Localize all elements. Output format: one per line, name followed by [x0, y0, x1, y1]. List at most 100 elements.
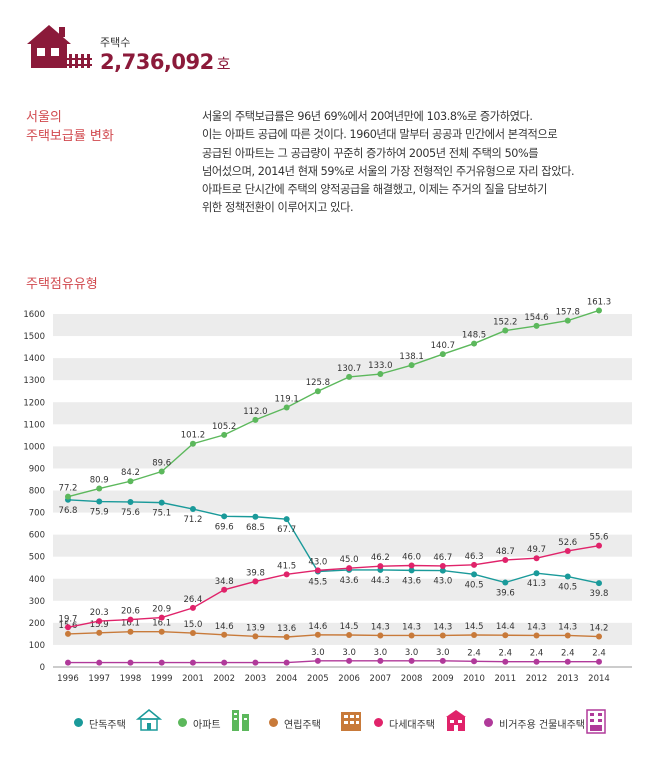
data-label: 39.8 [590, 589, 609, 599]
x-tick-label: 2012 [526, 674, 548, 684]
data-label: 43.0 [433, 577, 452, 587]
data-point [533, 632, 540, 639]
y-tick-label: 900 [29, 464, 45, 474]
x-tick-label: 1998 [120, 674, 142, 684]
data-label: 43.6 [402, 576, 421, 586]
data-label: 34.8 [215, 577, 234, 587]
data-point [314, 657, 321, 664]
y-tick-label: 300 [29, 597, 45, 607]
data-point [65, 624, 71, 631]
y-axis-ticks: 0 100 200 300 400 500 600 700 800 900 1000 1100 1200… [23, 310, 45, 673]
data-label: 55.6 [590, 533, 609, 543]
data-point [471, 561, 478, 568]
data-label: 19.7 [59, 614, 78, 624]
legend-marker [374, 718, 383, 727]
data-label: 2.4 [499, 649, 513, 659]
legend-marker [74, 718, 83, 727]
data-label: 152.2 [493, 318, 517, 328]
data-point [439, 351, 446, 358]
y-tick-label: 200 [29, 619, 45, 629]
grid-bands [53, 314, 632, 668]
series-line [67, 544, 600, 628]
data-point [283, 659, 290, 666]
data-point [158, 614, 165, 621]
data-point [439, 657, 446, 664]
legend-label: 비거주용 건물내주택 [499, 720, 585, 731]
paragraph-line: 공급된 아파트는 그 공급량이 꾸준히 증가하여 2005년 전체 주택의 50… [202, 146, 539, 160]
series-line [68, 660, 599, 664]
data-point [96, 618, 103, 625]
data-point [314, 567, 321, 574]
x-tick-label: 2004 [276, 674, 298, 684]
data-point [346, 657, 353, 664]
data-label: 45.0 [340, 555, 359, 565]
data-label: 2.4 [467, 648, 481, 658]
data-label: 71.2 [183, 515, 202, 525]
data-label: 49.7 [527, 545, 546, 555]
x-tick-label: 2003 [245, 674, 267, 684]
data-point [471, 658, 478, 665]
series-4: 3.0 3.0 3.0 3.0 3.0 2.4 2.4 2.4 2.4 2.4 [65, 648, 606, 666]
data-label: 46.3 [465, 552, 484, 562]
data-label: 119.1 [274, 395, 298, 405]
series-2: 15.615.916.116.115.014.613.913.614.614.5… [59, 619, 608, 640]
data-label: 138.1 [399, 352, 423, 362]
count-unit: 호 [216, 55, 231, 73]
data-label: 133.0 [368, 361, 392, 371]
data-point [408, 657, 415, 664]
data-label: 14.3 [402, 622, 421, 632]
data-point [252, 513, 259, 520]
data-point [283, 633, 290, 640]
data-point [189, 604, 196, 611]
data-point [346, 632, 353, 639]
data-label: 20.6 [121, 607, 140, 617]
data-point [96, 498, 103, 505]
data-label: 14.5 [465, 622, 484, 632]
data-point [127, 628, 134, 635]
chart-title: 주택점유유형 [26, 277, 98, 292]
data-point [533, 555, 540, 562]
data-label: 15.9 [90, 620, 109, 630]
data-label: 3.0 [342, 648, 356, 658]
data-label: 15.0 [183, 620, 202, 630]
x-tick-label: 1997 [88, 674, 110, 684]
data-label: 14.5 [340, 622, 359, 632]
data-label: 140.7 [431, 341, 455, 351]
data-point [127, 616, 134, 623]
data-label: 14.3 [371, 622, 390, 632]
series-line [67, 499, 600, 584]
data-label: 69.6 [215, 522, 234, 532]
data-point [408, 632, 415, 639]
housing-count-value: 2,736,092 호 [100, 50, 231, 74]
y-tick-label: 1100 [23, 420, 45, 430]
data-point [408, 562, 415, 569]
data-point [533, 658, 540, 665]
data-label: 20.9 [152, 605, 171, 615]
data-label: 3.0 [374, 648, 388, 658]
data-label: 130.7 [337, 364, 361, 374]
data-label: 14.3 [433, 622, 452, 632]
data-label: 48.7 [496, 547, 515, 557]
grid-band [53, 314, 632, 337]
section-heading: 서울의 주택보급률 변화 [26, 108, 186, 146]
paragraph-line: 서울의 주택보급률은 96년 69%에서 20여년만에 103.8%로 증가하였… [202, 110, 533, 123]
paragraph-line: 넘어섰으며, 2014년 현재 59%로 서울의 가장 전형적인 주거유형으로 … [202, 164, 575, 178]
data-label: 2.4 [561, 649, 575, 659]
data-point [127, 478, 134, 485]
data-point [127, 659, 134, 666]
data-point [377, 657, 384, 664]
data-point [189, 659, 196, 666]
data-label: 101.2 [181, 431, 205, 441]
data-label: 80.9 [90, 476, 109, 486]
data-point [596, 658, 602, 665]
data-point [596, 307, 602, 314]
data-point [564, 632, 571, 639]
data-label: 3.0 [436, 648, 450, 658]
data-point [283, 571, 290, 578]
data-label: 43.0 [308, 557, 327, 567]
x-axis-ticks: 1996 1997 1998 1999 2001 2002 2003 2004 2005 2006… [57, 674, 610, 684]
data-label: 14.6 [215, 622, 234, 632]
data-label: 161.3 [587, 297, 611, 307]
data-point [96, 485, 103, 492]
data-point [377, 371, 384, 378]
